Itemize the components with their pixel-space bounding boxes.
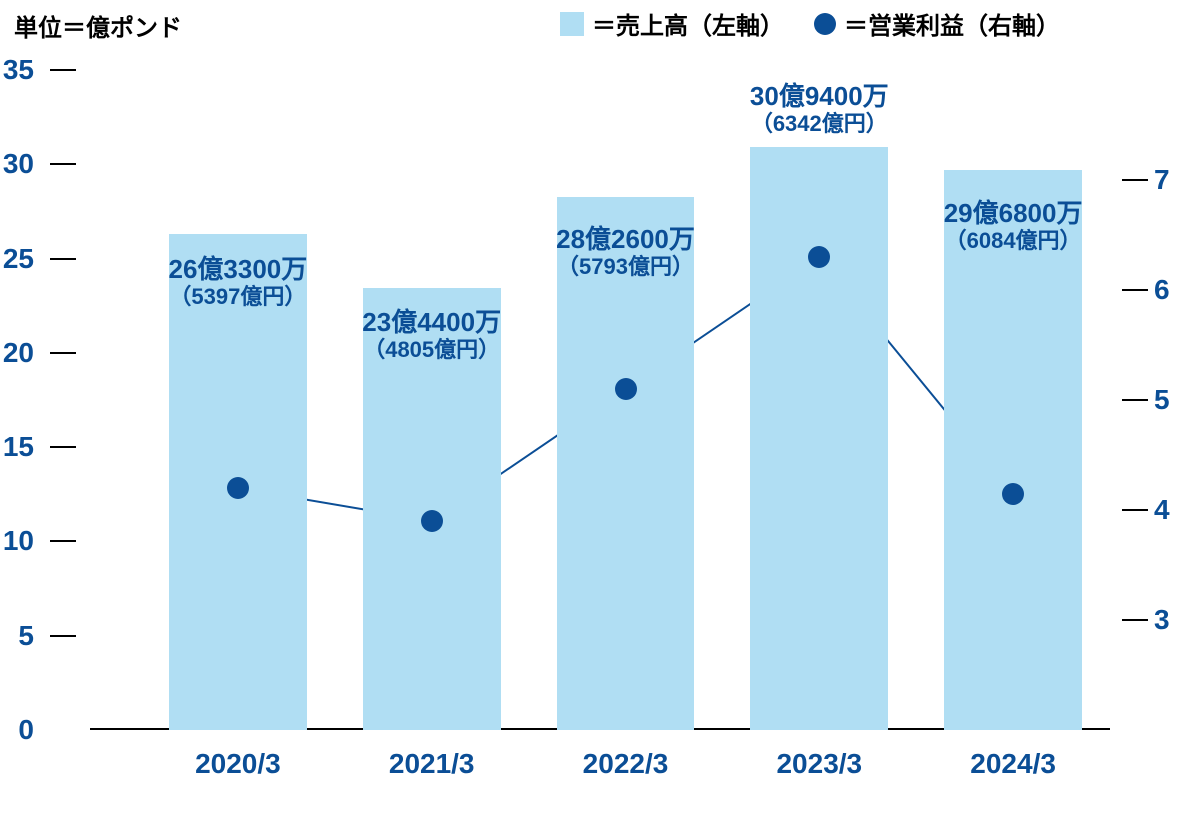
legend-swatch-dot <box>814 13 836 35</box>
y-left-tick-label: 30 <box>0 148 34 180</box>
y-right-tick-mark <box>1122 399 1148 401</box>
y-left-tick-mark <box>50 446 76 448</box>
y-right-tick-label: 7 <box>1154 164 1170 196</box>
y-left-tick-label: 10 <box>0 525 34 557</box>
y-right-tick-mark <box>1122 509 1148 511</box>
y-left-tick-label: 0 <box>0 714 34 746</box>
y-left-tick-label: 20 <box>0 337 34 369</box>
y-left-tick-label: 35 <box>0 54 34 86</box>
y-right-tick-label: 3 <box>1154 604 1170 636</box>
bar <box>750 147 888 730</box>
legend-label-dot: ＝営業利益（右軸） <box>844 6 1060 41</box>
legend: ＝売上高（左軸） ＝営業利益（右軸） <box>560 6 1060 41</box>
bar-value-sublabel: （6342億円） <box>751 106 888 138</box>
line-marker <box>615 378 637 400</box>
y-left-tick-label: 15 <box>0 431 34 463</box>
bar-value-sublabel: （5397億円） <box>169 279 306 311</box>
y-left-tick-label: 25 <box>0 243 34 275</box>
y-right-tick-mark <box>1122 179 1148 181</box>
y-left-tick-mark <box>50 163 76 165</box>
line-marker <box>421 510 443 532</box>
y-right-tick-mark <box>1122 619 1148 621</box>
y-right-tick-label: 4 <box>1154 494 1170 526</box>
y-left-tick-mark <box>50 635 76 637</box>
line-marker <box>1002 483 1024 505</box>
y-left-tick-label: 5 <box>0 620 34 652</box>
y-left-tick-mark <box>50 352 76 354</box>
x-tick-label: 2020/3 <box>195 748 281 780</box>
y-left-tick-mark <box>50 540 76 542</box>
y-left-tick-mark <box>50 69 76 71</box>
legend-label-bar: ＝売上高（左軸） <box>592 6 784 41</box>
legend-item-dot: ＝営業利益（右軸） <box>814 6 1060 41</box>
line-marker <box>808 246 830 268</box>
legend-item-bar: ＝売上高（左軸） <box>560 6 784 41</box>
bar-value-sublabel: （5793億円） <box>557 249 694 281</box>
x-tick-label: 2023/3 <box>776 748 862 780</box>
y-right-tick-label: 6 <box>1154 274 1170 306</box>
y-right-tick-label: 5 <box>1154 384 1170 416</box>
y-right-tick-mark <box>1122 289 1148 291</box>
x-tick-label: 2022/3 <box>583 748 669 780</box>
line-marker <box>227 477 249 499</box>
plot-area: 051015202530353456726億3300万（5397億円）2020/… <box>90 70 1110 730</box>
y-left-tick-mark <box>50 258 76 260</box>
bar-value-sublabel: （4805億円） <box>363 332 500 364</box>
x-tick-label: 2021/3 <box>389 748 475 780</box>
x-tick-label: 2024/3 <box>970 748 1056 780</box>
bar-value-sublabel: （6084億円） <box>945 223 1082 255</box>
legend-swatch-bar <box>560 12 584 36</box>
chart-root: 単位＝億ポンド ＝売上高（左軸） ＝営業利益（右軸） 0510152025303… <box>0 0 1200 820</box>
unit-label: 単位＝億ポンド <box>14 8 182 43</box>
